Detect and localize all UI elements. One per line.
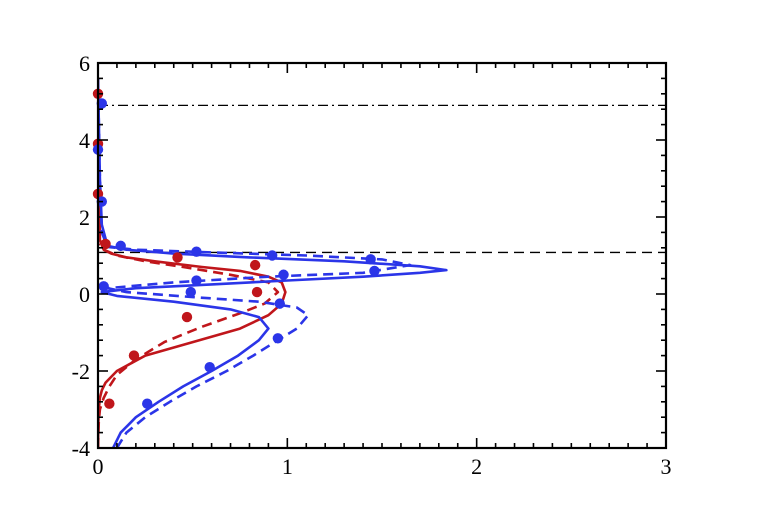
data-point-1	[128, 350, 140, 361]
data-point-2	[278, 269, 289, 280]
data-point-1	[172, 252, 183, 263]
axis-ticks	[97, 62, 667, 449]
data-point-2	[142, 398, 153, 409]
data-point-2	[98, 281, 109, 292]
y-tick-label: -2	[72, 359, 90, 384]
data-point-1	[249, 259, 261, 271]
series-points	[92, 88, 380, 409]
y-tick-label: 6	[79, 51, 90, 76]
data-point-2	[266, 250, 278, 261]
y-tick-label: 4	[79, 128, 90, 153]
data-point-2	[191, 275, 202, 286]
y-tick-label: -4	[72, 436, 90, 461]
y-tick-label: 0	[79, 282, 90, 307]
x-tick-label: 2	[471, 454, 482, 479]
data-point-1	[100, 238, 111, 250]
data-point-1	[251, 286, 263, 298]
x-tick-label: 1	[282, 454, 293, 479]
data-point-2	[191, 246, 202, 257]
data-point-2	[369, 265, 380, 277]
data-point-1	[104, 398, 115, 409]
data-point-1	[181, 311, 193, 323]
series-line-3	[98, 78, 448, 448]
data-point-2	[115, 240, 126, 252]
y-tick-label: 2	[79, 205, 90, 230]
data-point-2	[365, 254, 376, 265]
data-point-2	[204, 361, 215, 373]
series-line-4	[98, 78, 412, 448]
data-point-2	[274, 298, 285, 309]
reference-lines	[98, 104, 666, 254]
x-tick-label: 0	[93, 454, 104, 479]
plot-frame	[96, 61, 668, 450]
axis-tick-labels: 0 1 2 3 -4 -2 0 2 4 6	[72, 51, 672, 479]
series-lines	[98, 78, 448, 448]
data-point-2	[185, 286, 196, 298]
data-point-2	[96, 98, 107, 109]
x-tick-label: 3	[661, 454, 672, 479]
data-point-2	[272, 333, 284, 344]
